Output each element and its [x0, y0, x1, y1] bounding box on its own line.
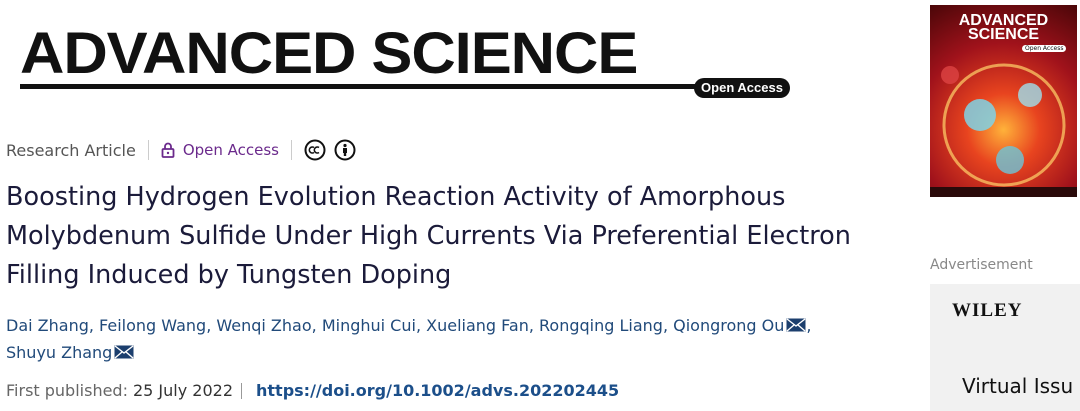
author-name[interactable]: Minghui Cui: [321, 316, 416, 335]
separator: [291, 140, 292, 160]
logo-badge: Open Access: [694, 78, 790, 98]
author-name[interactable]: Rongqing Liang: [539, 316, 663, 335]
cover-badge: Open Access: [1022, 45, 1067, 52]
author-name[interactable]: Shuyu Zhang: [6, 343, 113, 362]
cover-title: ADVANCED SCIENCE: [958, 12, 1049, 43]
journal-cover[interactable]: ADVANCED SCIENCE Open Access: [930, 5, 1077, 197]
author-separator: ,: [528, 316, 534, 335]
separator: [241, 382, 242, 399]
separator: [147, 140, 149, 160]
author[interactable]: Xueliang Fan,: [426, 316, 534, 335]
author-separator: ,: [662, 316, 669, 335]
author[interactable]: Shuyu Zhang: [6, 343, 134, 362]
open-access-label: Open Access: [182, 141, 279, 159]
author-name[interactable]: Qiongrong Ou: [673, 316, 785, 335]
lock-icon: [161, 142, 175, 158]
author-separator: ,: [311, 316, 317, 335]
author[interactable]: Feilong Wang,: [99, 316, 211, 335]
author[interactable]: Dai Zhang,: [6, 316, 94, 335]
author-name[interactable]: Feilong Wang: [99, 316, 207, 335]
published-date: 25 July 2022: [132, 381, 233, 400]
article-title: Boosting Hydrogen Evolution Reaction Act…: [6, 182, 851, 290]
ad-text: Virtual Issu: [962, 374, 1074, 398]
author-name[interactable]: Wenqi Zhao: [216, 316, 312, 335]
author[interactable]: Rongqing Liang,: [539, 316, 668, 335]
email-icon[interactable]: [786, 318, 806, 332]
author-name[interactable]: Dai Zhang: [6, 316, 89, 335]
email-icon[interactable]: [114, 345, 134, 359]
author[interactable]: Wenqi Zhao,: [216, 316, 316, 335]
author-separator: ,: [415, 316, 422, 335]
article-meta: Research Article Open Access: [6, 139, 356, 161]
author-name[interactable]: Xueliang Fan: [426, 316, 529, 335]
publication-info: First published: 25 July 2022 https://do…: [6, 381, 619, 400]
advertisement[interactable]: WILEY Virtual Issu: [930, 284, 1080, 411]
advertisement-label: Advertisement: [930, 257, 1033, 273]
license-icons[interactable]: [304, 139, 356, 161]
article-type: Research Article: [6, 140, 136, 160]
author-list: Dai Zhang, Feilong Wang, Wenqi Zhao, Min…: [6, 312, 856, 366]
published-label: First published:: [6, 381, 128, 400]
author-separator: ,: [806, 316, 812, 335]
doi-link[interactable]: https://doi.org/10.1002/advs.202202445: [256, 381, 620, 400]
author[interactable]: Minghui Cui,: [322, 316, 421, 335]
author-separator: ,: [88, 316, 94, 335]
ad-brand: WILEY: [952, 300, 1023, 321]
author[interactable]: Qiongrong Ou,: [673, 316, 811, 335]
journal-logo[interactable]: ADVANCED SCIENCE: [20, 21, 638, 86]
author-separator: ,: [206, 316, 212, 335]
open-access[interactable]: Open Access: [161, 141, 279, 159]
cover-art: [930, 63, 1077, 197]
logo-rule: [20, 84, 700, 89]
